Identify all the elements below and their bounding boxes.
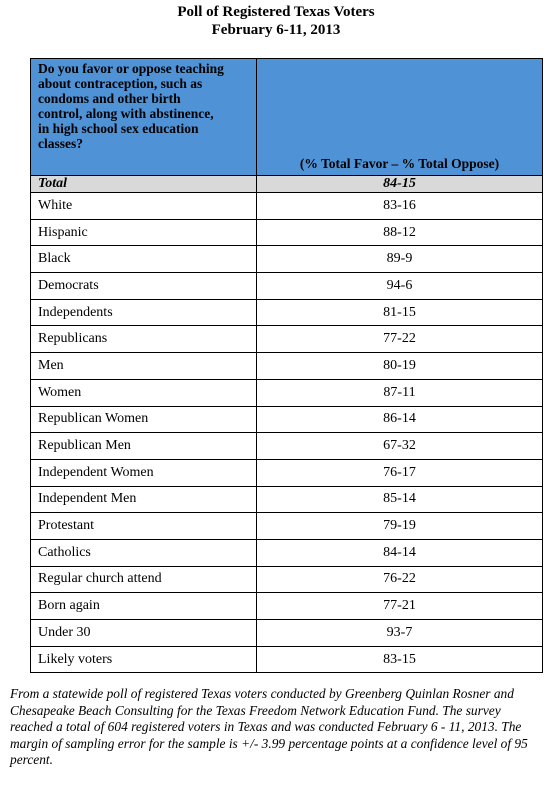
- row-value: 80-19: [256, 352, 543, 380]
- row-value: 93-7: [256, 619, 543, 647]
- title: Poll of Registered Texas Voters: [177, 4, 375, 20]
- row-label: Likely voters: [30, 645, 257, 674]
- row-value: 86-14: [256, 405, 543, 434]
- row-value: 85-14: [256, 485, 543, 514]
- row-value: 79-19: [256, 512, 543, 540]
- column-header: (% Total Favor – % Total Oppose): [256, 58, 543, 176]
- poll-table: Do you favor or oppose teaching about co…: [30, 58, 543, 674]
- row-label: White: [30, 192, 257, 220]
- row-value: 83-16: [256, 192, 543, 220]
- row-value: 76-22: [256, 565, 543, 594]
- data-row: Men 80-19: [30, 352, 543, 380]
- row-value: 67-32: [256, 432, 543, 460]
- row-value: 88-12: [256, 218, 543, 247]
- row-label: Protestant: [30, 512, 257, 540]
- row-label: Hispanic: [30, 218, 257, 247]
- data-row: Democrats 94-6: [30, 272, 543, 300]
- row-label: Independent Men: [30, 485, 257, 514]
- row-label: Republican Men: [30, 432, 257, 460]
- row-label: Independent Women: [30, 458, 257, 487]
- data-row: Independent Women 76-17: [30, 458, 543, 487]
- header-row: Do you favor or oppose teaching about co…: [30, 58, 543, 176]
- data-row: Women 87-11: [30, 378, 543, 407]
- row-label: Independents: [30, 298, 257, 327]
- data-row: Independent Men 85-14: [30, 485, 543, 514]
- data-row: Hispanic 88-12: [30, 218, 543, 247]
- footnote: From a statewide poll of registered Texa…: [10, 686, 528, 767]
- row-label: Under 30: [30, 619, 257, 647]
- data-row: Catholics 84-14: [30, 538, 543, 567]
- data-row: Likely voters 83-15: [30, 645, 543, 674]
- data-row: Black 89-9: [30, 245, 543, 274]
- question: Do you favor or oppose teaching about co…: [30, 58, 257, 176]
- data-row: Republican Women 86-14: [30, 405, 543, 434]
- row-label: Democrats: [30, 272, 257, 300]
- row-value: 77-22: [256, 325, 543, 354]
- row-label: Men: [30, 352, 257, 380]
- row-label: Regular church attend: [30, 565, 257, 594]
- row-label: Republican Women: [30, 405, 257, 434]
- row-label: Born again: [30, 592, 257, 620]
- row-value: 87-11: [256, 378, 543, 407]
- row-value: 89-9: [256, 245, 543, 274]
- row-value: 83-15: [256, 645, 543, 674]
- row-label: Black: [30, 245, 257, 274]
- data-row: Protestant 79-19: [30, 512, 543, 540]
- row-value: 77-21: [256, 592, 543, 620]
- row-value: 84-15: [256, 175, 543, 193]
- row-label: Catholics: [30, 538, 257, 567]
- data-row: White 83-16: [30, 192, 543, 220]
- row-value: 84-14: [256, 538, 543, 567]
- data-row: Regular church attend 76-22: [30, 565, 543, 594]
- row-label: Total: [30, 175, 257, 193]
- data-row: Republicans 77-22: [30, 325, 543, 354]
- data-row: Independents 81-15: [30, 298, 543, 327]
- data-row: Republican Men 67-32: [30, 432, 543, 460]
- row-value: 81-15: [256, 298, 543, 327]
- row-label: Women: [30, 378, 257, 407]
- row-value: 76-17: [256, 458, 543, 487]
- data-row: Under 30 93-7: [30, 619, 543, 647]
- subtitle: February 6-11, 2013: [211, 22, 341, 38]
- row-label: Republicans: [30, 325, 257, 354]
- row-value: 94-6: [256, 272, 543, 300]
- data-row: Born again 77-21: [30, 592, 543, 620]
- total-row: Total 84-15: [30, 175, 543, 193]
